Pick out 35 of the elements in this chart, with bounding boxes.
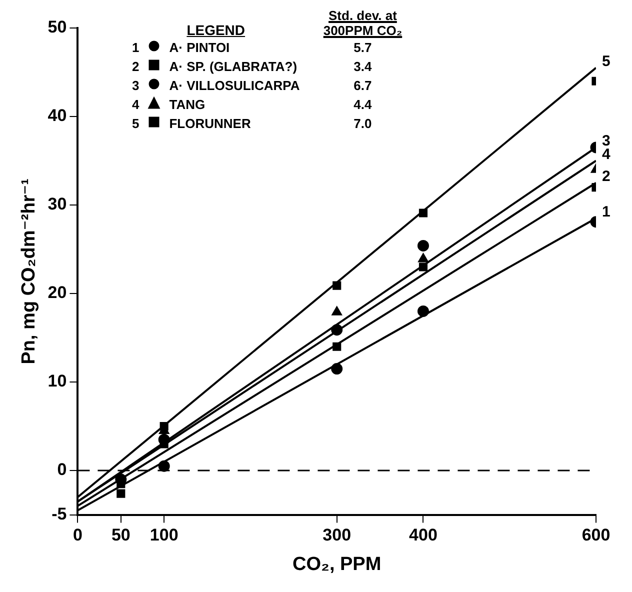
y-tick-label: 0 — [57, 460, 67, 480]
legend-label: A· SP. (GLABRATA?) — [168, 58, 298, 76]
y-axis-title: Pn, mg CO₂dm⁻²hr⁻¹ — [18, 178, 40, 364]
y-tick-label: 50 — [48, 18, 67, 37]
legend-label: A· PINTOI — [168, 39, 231, 57]
annotation: 5.7 — [352, 39, 373, 57]
legend-label: TANG — [168, 96, 206, 114]
x-tick-label: 300 — [322, 526, 352, 545]
annotation: 4.4 — [352, 96, 373, 114]
legend-label: FLORUNNER — [168, 115, 252, 133]
x-axis-title: CO₂, PPM — [292, 554, 382, 575]
annotation: 5 — [131, 115, 140, 133]
y-tick-label: -5 — [52, 504, 67, 524]
legend-title: LEGEND — [186, 21, 246, 38]
text: 1 — [602, 203, 610, 220]
legend-label: A· VILLOSULICARPA — [168, 77, 301, 95]
y-tick-label: 10 — [48, 372, 67, 391]
y-tick-label: 20 — [48, 283, 67, 302]
x-tick-label: 600 — [582, 526, 610, 545]
annotation: Std. dev. at 300PPM CO₂ — [323, 8, 402, 38]
annotation: 4 — [131, 96, 140, 114]
y-tick-label: 30 — [48, 194, 67, 214]
annotation: 7.0 — [352, 115, 373, 133]
text: 2 — [602, 168, 610, 186]
x-tick-label: 50 — [111, 526, 130, 545]
annotation: 3 — [131, 77, 140, 95]
x-tick-label: 100 — [150, 526, 178, 545]
y-tick-label: 40 — [48, 106, 67, 126]
annotation: 3.4 — [352, 58, 373, 76]
annotation: 1 — [131, 39, 140, 57]
x-tick-label: 0 — [72, 526, 82, 545]
text: 5 — [602, 52, 610, 70]
annotation: 6.7 — [352, 77, 373, 95]
x-tick-label: 400 — [409, 526, 438, 545]
annotation: 2 — [131, 58, 140, 76]
